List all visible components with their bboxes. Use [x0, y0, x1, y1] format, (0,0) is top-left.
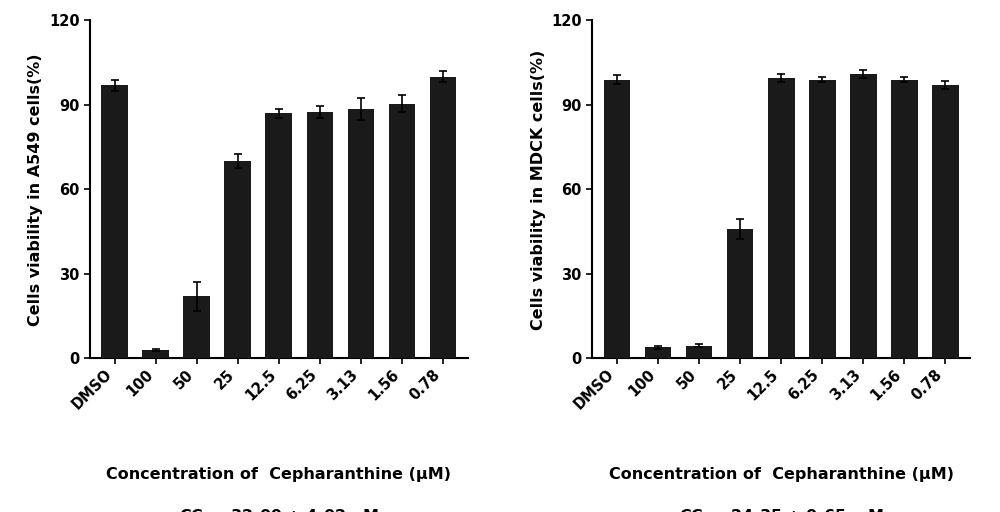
Bar	[348, 109, 374, 358]
Bar	[224, 161, 251, 358]
Bar	[850, 74, 877, 358]
Y-axis label: Cells viability in A549 cells(%): Cells viability in A549 cells(%)	[28, 53, 43, 326]
Text: CC$_{50}$=32.09 ± 4.02 μM: CC$_{50}$=32.09 ± 4.02 μM	[179, 507, 379, 512]
Bar	[430, 77, 456, 358]
Text: CC$_{50}$=24.35 ± 0.65 mM: CC$_{50}$=24.35 ± 0.65 mM	[679, 507, 884, 512]
Bar	[389, 103, 415, 358]
Bar	[183, 296, 210, 358]
Y-axis label: Cells viability in MDCK cells(%): Cells viability in MDCK cells(%)	[531, 49, 546, 330]
Bar	[604, 79, 630, 358]
Bar	[101, 85, 128, 358]
Bar	[809, 79, 836, 358]
Bar	[645, 347, 671, 358]
Bar	[265, 114, 292, 358]
Bar	[891, 79, 918, 358]
Text: Concentration of  Cepharanthine (μM): Concentration of Cepharanthine (μM)	[609, 466, 954, 481]
Bar	[727, 229, 753, 358]
Bar	[768, 78, 795, 358]
Text: Concentration of  Cepharanthine (μM): Concentration of Cepharanthine (μM)	[106, 466, 451, 481]
Bar	[307, 112, 333, 358]
Bar	[686, 346, 712, 358]
Bar	[932, 85, 959, 358]
Bar	[142, 350, 169, 358]
